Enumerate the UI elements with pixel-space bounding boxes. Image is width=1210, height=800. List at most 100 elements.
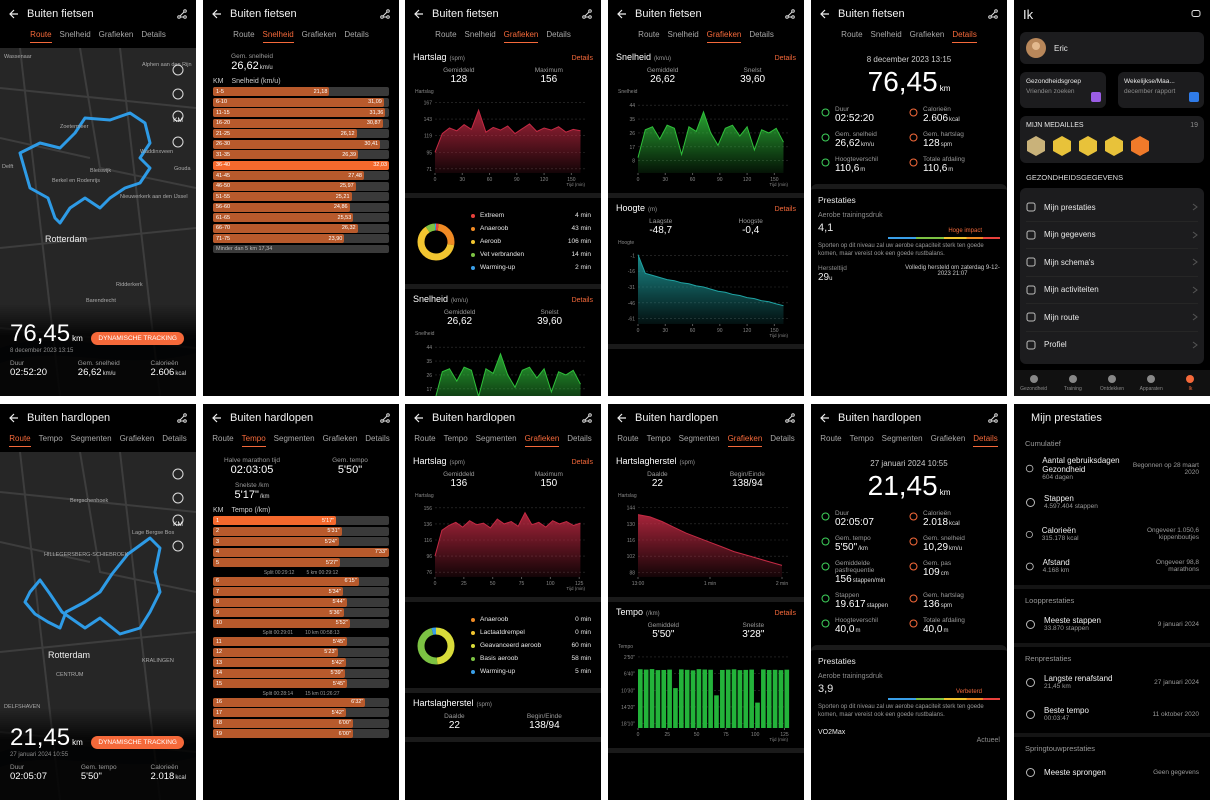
stat-label: Hoogteverschil	[835, 156, 878, 163]
tab[interactable]: Details	[952, 30, 977, 43]
record[interactable]: Meeste stappen 33.870 stappen 9 januari 20…	[1014, 608, 1210, 640]
tab[interactable]: Route	[435, 30, 457, 39]
tab[interactable]: Route	[30, 30, 52, 43]
tab[interactable]: Route	[212, 434, 234, 443]
shortcut-card[interactable]: Gezondheidsgroep Vrienden zoeken	[1020, 72, 1106, 108]
details-link[interactable]: Details	[571, 459, 593, 466]
menu-item[interactable]: Mijn prestaties	[1026, 194, 1198, 222]
metric-text: Calorieën 2.606kcal	[923, 106, 960, 124]
stat-value: 5'50"	[337, 464, 363, 476]
split-bar	[213, 718, 353, 728]
record[interactable]: Aantal gebruiksdagen Gezondheid 604 dagen…	[1014, 451, 1210, 486]
tab[interactable]: Grafieken	[503, 30, 539, 43]
tab[interactable]: Tempo	[849, 434, 874, 443]
nav-item[interactable]: Ik	[1171, 370, 1210, 396]
tab[interactable]: Route	[9, 434, 31, 447]
tab[interactable]: Grafieken	[322, 434, 358, 443]
record[interactable]: Beste tempo 00:03:47 11 oktober 2020	[1014, 698, 1210, 730]
nav-icon	[1186, 375, 1195, 383]
nav-item[interactable]: Apparaten	[1132, 370, 1171, 396]
tab[interactable]: Route	[841, 30, 863, 39]
stat-value: -48,7	[649, 225, 673, 236]
record[interactable]: Calorieën 315.178 kcal Ongeveer 1.050,6 ki…	[1014, 518, 1210, 550]
details-link[interactable]: Details	[774, 206, 796, 213]
icon-shape	[183, 9, 187, 13]
tab[interactable]: Segmenten	[881, 434, 923, 443]
record[interactable]: Afstand 4.168 km Ongeveer 98,8 marathons	[1014, 550, 1210, 582]
tab[interactable]: Details	[973, 434, 998, 447]
tab[interactable]: Snelheid	[464, 30, 496, 39]
split-bar	[213, 213, 354, 222]
tracking-button[interactable]: DYNAMISCHE TRACKING	[91, 332, 184, 345]
tab[interactable]: Snelheid	[870, 30, 902, 39]
shortcut-card[interactable]: Wekelijkse/Maa... december rapport	[1118, 72, 1204, 108]
tab[interactable]: Snelheid	[667, 30, 699, 39]
menu-item[interactable]: Mijn gegevens	[1026, 222, 1198, 249]
x-tick-label: 120	[743, 328, 752, 334]
tab-bar: Route Snelheid Grafieken Details	[405, 30, 601, 47]
zone-item: Warming-up 2 min	[471, 261, 591, 274]
tab[interactable]: Details	[770, 434, 795, 443]
tab[interactable]: Grafieken	[909, 30, 945, 39]
menu-item[interactable]: Profiel	[1026, 332, 1198, 359]
record[interactable]: Langste renafstand 21,45 km 27 januari 202…	[1014, 666, 1210, 698]
nav-item[interactable]: Gezondheid	[1014, 370, 1053, 396]
tab[interactable]: Snelheid	[262, 30, 294, 43]
tab[interactable]: Grafieken	[119, 434, 155, 443]
tab[interactable]: Grafieken	[930, 434, 966, 443]
tab[interactable]: Snelheid	[59, 30, 91, 39]
tab[interactable]: Tempo	[443, 434, 468, 443]
nav-item[interactable]: Training	[1053, 370, 1092, 396]
stat: Duur 02:52:20	[10, 360, 47, 378]
tab[interactable]: Grafieken	[706, 30, 742, 43]
tab[interactable]: Route	[638, 30, 660, 39]
tab[interactable]: Details	[365, 434, 390, 443]
tab[interactable]: Segmenten	[678, 434, 720, 443]
split-bar	[213, 129, 357, 138]
tab[interactable]: Tempo	[646, 434, 671, 443]
split-value: 5'17"	[321, 517, 335, 524]
tab[interactable]: Details	[141, 30, 166, 39]
details-link[interactable]: Details	[774, 610, 796, 617]
record[interactable]: Stappen 4.597.404 stappen	[1014, 486, 1210, 518]
distance-unit: km	[72, 334, 83, 343]
tab[interactable]: Grafieken	[524, 434, 560, 447]
tab[interactable]: Segmenten	[475, 434, 517, 443]
tab-bar: Route Tempo Segmenten Grafieken Details	[608, 434, 804, 451]
tab[interactable]: Route	[414, 434, 436, 443]
tab-bar: Route Snelheid Grafieken Details	[811, 30, 1007, 47]
tab[interactable]: Segmenten	[70, 434, 112, 443]
tab[interactable]: Details	[749, 30, 774, 39]
tab[interactable]: Details	[162, 434, 187, 443]
zone-name: Geavanceerd aeroob	[480, 642, 542, 649]
tab[interactable]: Tempo	[38, 434, 63, 443]
tab[interactable]: Route	[233, 30, 255, 39]
stat: Gem. snelheid 10,29km/u	[923, 535, 965, 553]
record[interactable]: Meeste sprongen Geen gegevens	[1014, 756, 1210, 788]
menu-item[interactable]: Mijn route	[1026, 304, 1198, 332]
details-link[interactable]: Details	[571, 55, 593, 62]
metric-icon	[821, 108, 830, 117]
tab[interactable]: Details	[546, 30, 571, 39]
menu-item[interactable]: Mijn activiteiten	[1026, 277, 1198, 304]
bar	[708, 669, 713, 728]
tab[interactable]: Details	[567, 434, 592, 443]
tab[interactable]: Segmenten	[273, 434, 315, 443]
tab[interactable]: Route	[820, 434, 842, 443]
details-link[interactable]: Details	[571, 297, 593, 304]
area	[638, 514, 782, 577]
tab[interactable]: Tempo	[241, 434, 266, 447]
zone-dot	[471, 656, 475, 661]
tracking-button[interactable]: DYNAMISCHE TRACKING	[91, 736, 184, 749]
tab[interactable]: Grafieken	[98, 30, 134, 39]
screen-title: Buiten fietsen	[635, 8, 702, 20]
tab[interactable]: Route	[617, 434, 639, 443]
details-link[interactable]: Details	[774, 55, 796, 62]
tab[interactable]: Grafieken	[727, 434, 763, 447]
tab[interactable]: Grafieken	[301, 30, 337, 39]
menu-item[interactable]: Mijn schema's	[1026, 249, 1198, 277]
tab[interactable]: Details	[344, 30, 369, 39]
header: Buiten hardlopen	[608, 404, 804, 432]
load-label: Aerobe trainingsdruk	[818, 673, 883, 680]
nav-item[interactable]: Ontdekken	[1092, 370, 1131, 396]
